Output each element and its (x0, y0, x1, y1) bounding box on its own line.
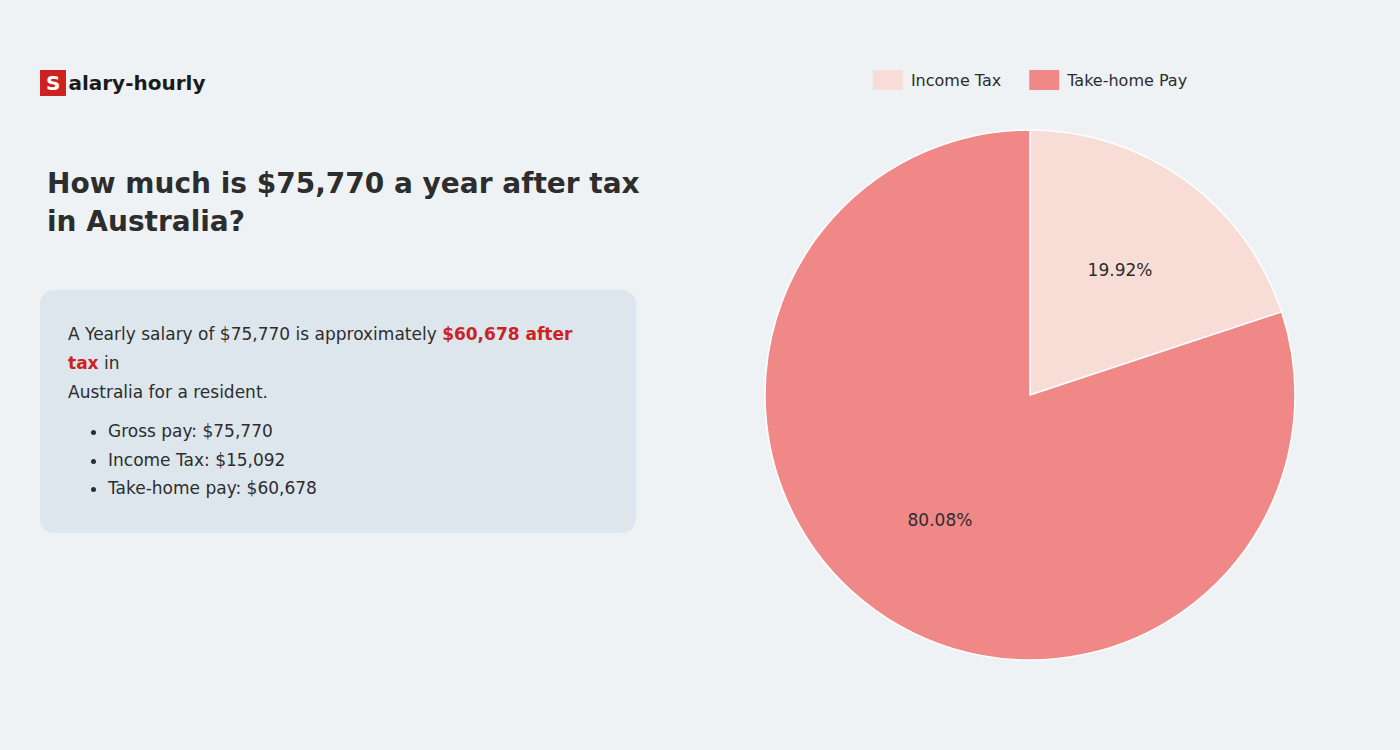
chart-panel: 19.92% 80.08% Income Tax Take-home Pay (660, 0, 1400, 750)
body-segment: Australia for a resident. (68, 382, 268, 402)
legend-swatch (1029, 70, 1059, 90)
legend-label: Income Tax (911, 71, 1001, 90)
data-label: 80.08% (908, 510, 973, 530)
title: How much is $75,770 a year after tax in … (47, 165, 667, 241)
legend-item: Take-home Pay (1029, 70, 1187, 90)
body-segment: in (99, 353, 120, 373)
bullet-list: Gross pay: $75,770Income Tax: $15,092Tak… (68, 417, 608, 504)
legend-label: Take-home Pay (1066, 71, 1187, 90)
legend: Income Tax Take-home Pay (873, 70, 1187, 90)
text-panel: Salary-hourly How much is $75,770 a year … (0, 0, 672, 750)
legend-swatch (873, 70, 903, 90)
slices (765, 130, 1295, 660)
logo: Salary-hourly (40, 70, 205, 96)
pie-slice (765, 130, 1295, 660)
logo-text: alary-hourly (68, 71, 205, 95)
legend-item: Income Tax (873, 70, 1001, 90)
logo-mark: S (40, 70, 66, 96)
info-box: A Yearly salary of $75,770 is approximat… (40, 290, 636, 533)
bullet-item: Income Tax: $15,092 (108, 446, 608, 475)
pie-chart: 19.92% 80.08% Income Tax Take-home Pay (660, 0, 1400, 750)
bullet-item: Take-home pay: $60,678 (108, 474, 608, 503)
data-label: 19.92% (1088, 260, 1153, 280)
body-segment: A Yearly salary of $75,770 is approximat… (68, 324, 442, 344)
bullet-item: Gross pay: $75,770 (108, 417, 608, 446)
data-labels: 19.92% 80.08% (908, 260, 1153, 529)
body-text: A Yearly salary of $75,770 is approximat… (68, 320, 608, 407)
